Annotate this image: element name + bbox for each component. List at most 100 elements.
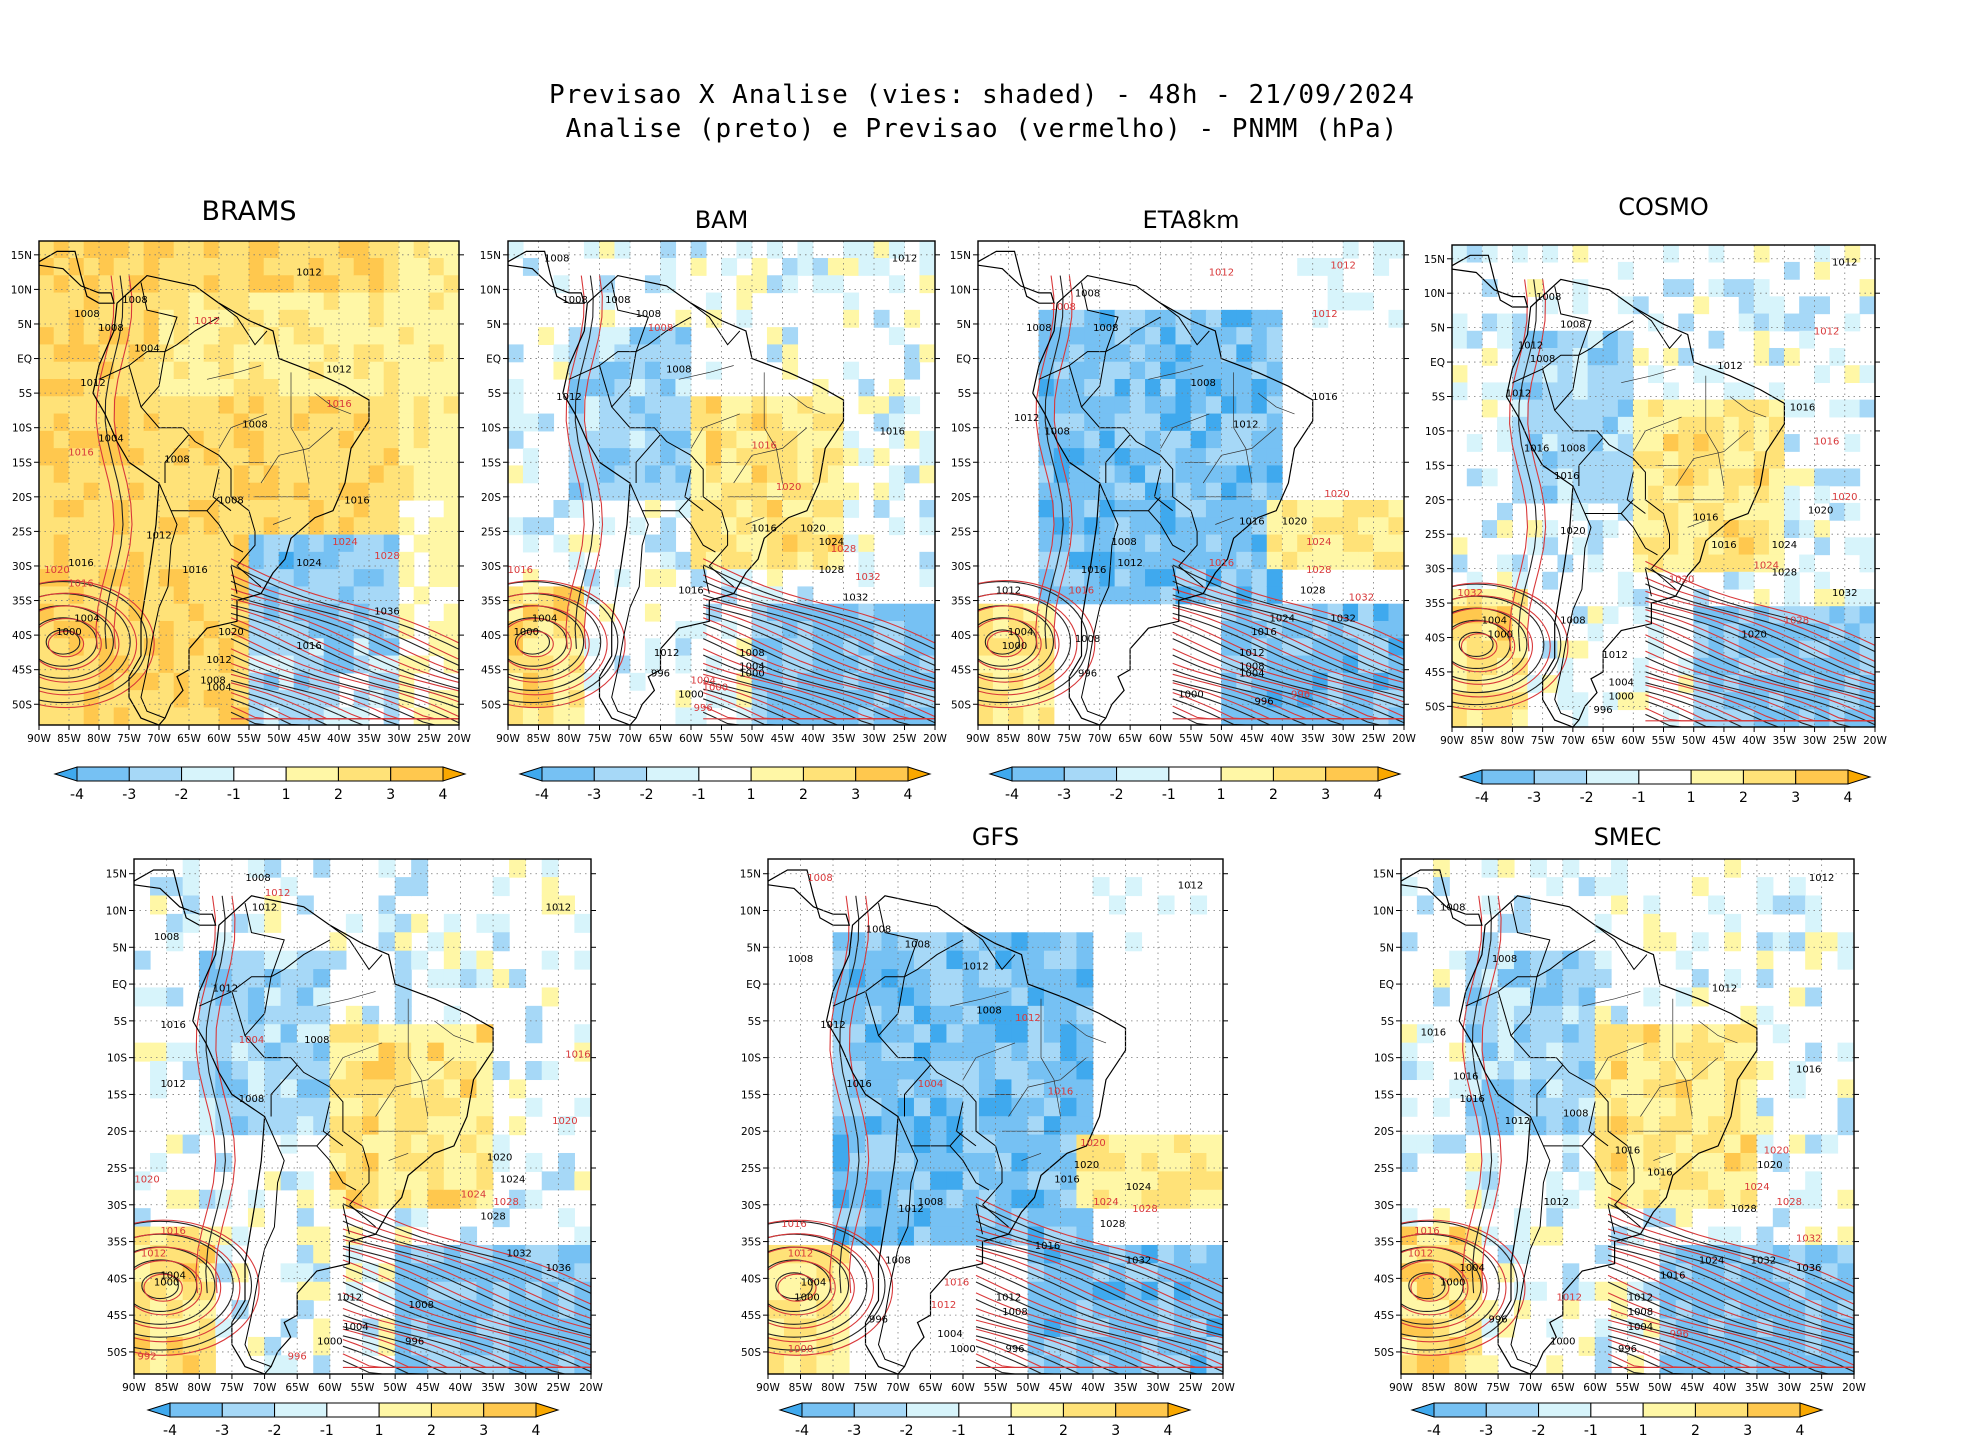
contour-label: 1016	[944, 1278, 969, 1289]
contour-label: 1004	[1459, 1263, 1484, 1274]
lon-tick-label: 45W	[1680, 1382, 1704, 1394]
lat-tick-label: 5S	[748, 1016, 762, 1028]
contour-label: 1028	[1132, 1204, 1157, 1215]
contour-label: 1004	[937, 1329, 962, 1340]
colorbar: -4 -3 -2 -1 1 2 3 4	[146, 1402, 560, 1439]
lon-tick-label: 30W	[1777, 1382, 1801, 1394]
contour-label: 1008	[409, 1300, 434, 1311]
contour-label: 1016	[1615, 1145, 1640, 1156]
lat-tick-label: 15S	[741, 1089, 761, 1101]
contour-label: 1016	[1414, 1226, 1439, 1237]
contour-label: 1008	[154, 932, 179, 943]
contour-label: 1004	[1628, 1322, 1653, 1333]
lat-tick-label: 40S	[1374, 1273, 1394, 1285]
contour-label: 1000	[678, 689, 703, 700]
lat-tick-label: 50S	[741, 1347, 761, 1359]
lon-tick-label: 40W	[449, 1382, 473, 1394]
contour-label: 1008	[1075, 634, 1100, 645]
contour-label: 1016	[880, 427, 905, 438]
contour-label: 1028	[374, 551, 399, 562]
contour-label: 1012	[1505, 1116, 1530, 1127]
contour-label: 1004	[239, 1035, 264, 1046]
lon-tick-label: 45W	[297, 733, 321, 745]
lon-tick-label: 40W	[1742, 735, 1766, 747]
colorbar-label: 2	[427, 1423, 436, 1439]
colorbar-label: 4	[532, 1423, 541, 1439]
contour-label: 1032	[506, 1248, 531, 1259]
lat-tick-label: 40S	[741, 1273, 761, 1285]
contour-label: 1024	[1126, 1182, 1151, 1193]
lat-tick-label: EQ	[1379, 979, 1394, 991]
lat-tick-label: 45S	[107, 1310, 127, 1322]
colorbar-label: -1	[1584, 1423, 1598, 1439]
lat-tick-label: 40S	[481, 630, 501, 642]
lon-tick-label: 70W	[253, 1382, 277, 1394]
lat-tick-label: 10S	[741, 1053, 761, 1065]
contour-label: 1012	[1832, 258, 1857, 269]
lat-tick-label: 35S	[12, 596, 32, 608]
lat-tick-label: 10S	[1374, 1053, 1394, 1065]
lat-tick-label: 45S	[741, 1310, 761, 1322]
lon-tick-label: 65W	[1551, 1382, 1575, 1394]
lat-tick-label: 5N	[746, 942, 761, 954]
contour-label: 1016	[1054, 1175, 1079, 1186]
lon-tick-label: 30W	[514, 1382, 538, 1394]
contour-label: 996	[1489, 1315, 1508, 1326]
lon-tick-label: 45W	[1240, 733, 1264, 745]
contour-label: 1032	[1751, 1256, 1776, 1267]
contour-label: 1008	[304, 1035, 329, 1046]
contour-label: 1012	[1408, 1248, 1433, 1259]
colorbar-label: -3	[122, 787, 136, 803]
lon-tick-label: 30W	[1331, 733, 1355, 745]
contour-label: 1004	[918, 1079, 943, 1090]
lon-tick-label: 70W	[618, 733, 642, 745]
lon-tick-label: 35W	[357, 733, 381, 745]
contour-label: 1012	[296, 268, 321, 279]
colorbar-label: -3	[587, 787, 601, 803]
lat-tick-label: 5S	[488, 388, 502, 400]
contour-label: 1008	[1560, 616, 1585, 627]
contour-label: 1008	[1093, 323, 1118, 334]
contour-label: 1000	[950, 1344, 975, 1355]
lat-tick-label: 5N	[956, 319, 971, 331]
lat-tick-label: 30S	[741, 1200, 761, 1212]
colorbar: -4 -3 -2 -1 1 2 3 4	[1458, 769, 1872, 806]
contour-label: 1008	[918, 1197, 943, 1208]
contour-label: 1008	[1026, 323, 1051, 334]
lon-tick-label: 50W	[1210, 733, 1234, 745]
lat-tick-label: 10N	[950, 284, 971, 296]
contour-label: 1024	[1699, 1256, 1724, 1267]
lon-tick-label: 45W	[416, 1382, 440, 1394]
contour-label: 1020	[552, 1116, 577, 1127]
contour-label: 1016	[1711, 540, 1736, 551]
lon-tick-label: 90W	[122, 1382, 146, 1394]
lat-tick-label: 15N	[480, 250, 501, 262]
lon-tick-label: 65W	[1591, 735, 1615, 747]
map-panel: 1008101210081008100810121008101210121016…	[740, 858, 1235, 1394]
lon-tick-label: 70W	[147, 733, 171, 745]
contour-label: 1028	[493, 1197, 518, 1208]
contour-label: 1004	[739, 662, 764, 673]
contour-label: 1012	[1628, 1292, 1653, 1303]
lon-tick-label: 25W	[1810, 1382, 1834, 1394]
contour-label: 1000	[56, 627, 81, 638]
lon-tick-label: 20W	[1211, 1382, 1235, 1394]
contour-label: 1008	[1530, 354, 1555, 365]
contour-label: 1012	[1330, 261, 1355, 272]
lon-tick-label: 80W	[557, 733, 581, 745]
lon-tick-label: 20W	[1842, 1382, 1866, 1394]
contour-label: 1028	[1306, 565, 1331, 576]
contour-label: 1012	[788, 1248, 813, 1259]
contour-label: 1012	[206, 655, 231, 666]
contour-label: 1012	[1557, 1292, 1582, 1303]
colorbar-label: 2	[1691, 1423, 1700, 1439]
lon-tick-label: 45W	[771, 733, 795, 745]
lon-tick-label: 55W	[984, 1382, 1008, 1394]
contour-label: 1008	[1050, 302, 1075, 313]
contour-label: 1000	[1440, 1278, 1465, 1289]
lat-tick-label: 35S	[741, 1237, 761, 1249]
lat-tick-label: 50S	[951, 699, 971, 711]
lon-tick-label: 35W	[481, 1382, 505, 1394]
contour-label: 1020	[44, 565, 69, 576]
contour-label: 1016	[1035, 1241, 1060, 1252]
